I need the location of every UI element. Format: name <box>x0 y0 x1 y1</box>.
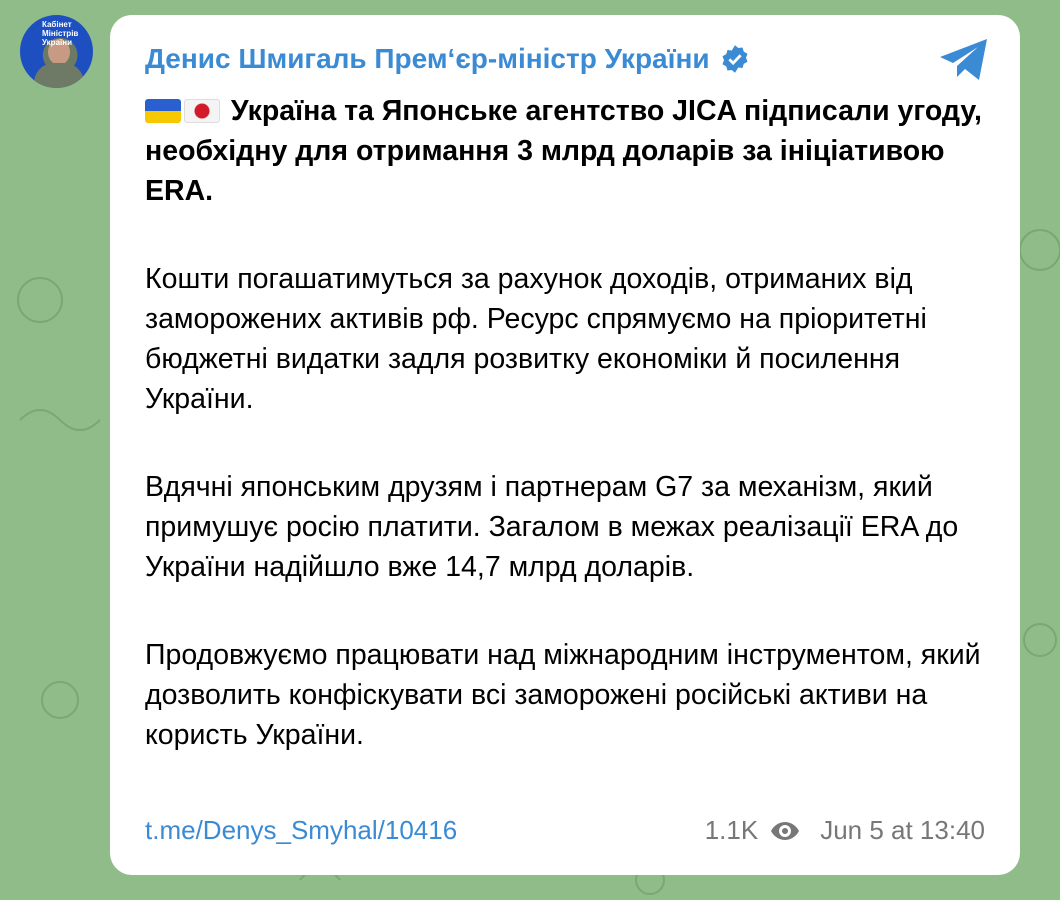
post-link[interactable]: t.me/Denys_Smyhal/10416 <box>145 815 458 845</box>
message-footer: t.me/Denys_Smyhal/10416 1.1K Jun 5 at 13… <box>145 815 985 846</box>
post-date: Jun 5 at 13:40 <box>820 815 985 845</box>
message-text: Україна та Японське агентство JICA підпи… <box>145 91 995 803</box>
channel-title[interactable]: Денис Шмигаль Прем‘єр-міністр України <box>145 43 750 75</box>
message-bubble: Денис Шмигаль Прем‘єр-міністр України Ук… <box>110 15 1020 875</box>
paragraph: Продовжуємо працювати над міжнародним ін… <box>145 639 981 751</box>
avatar-head <box>48 39 70 65</box>
telegram-icon[interactable] <box>938 37 990 83</box>
avatar-body <box>34 63 84 88</box>
paragraph: Україна та Японське агентство JICA підпи… <box>145 95 982 207</box>
view-count: 1.1K <box>704 815 759 845</box>
eye-icon <box>771 821 800 840</box>
japan-flag-icon <box>184 99 220 123</box>
avatar[interactable]: Кабінет Міністрів України <box>20 15 93 88</box>
ukraine-flag-icon <box>145 99 181 123</box>
avatar-text: Кабінет Міністрів України <box>42 20 79 47</box>
paragraph: Кошти погашатимуться за рахунок доходів,… <box>145 263 927 415</box>
verified-badge-icon <box>722 45 748 73</box>
author-name[interactable]: Денис Шмигаль Прем‘єр-міністр України <box>145 43 710 74</box>
paragraph: Вдячні японським друзям і партнерам G7 з… <box>145 471 959 583</box>
